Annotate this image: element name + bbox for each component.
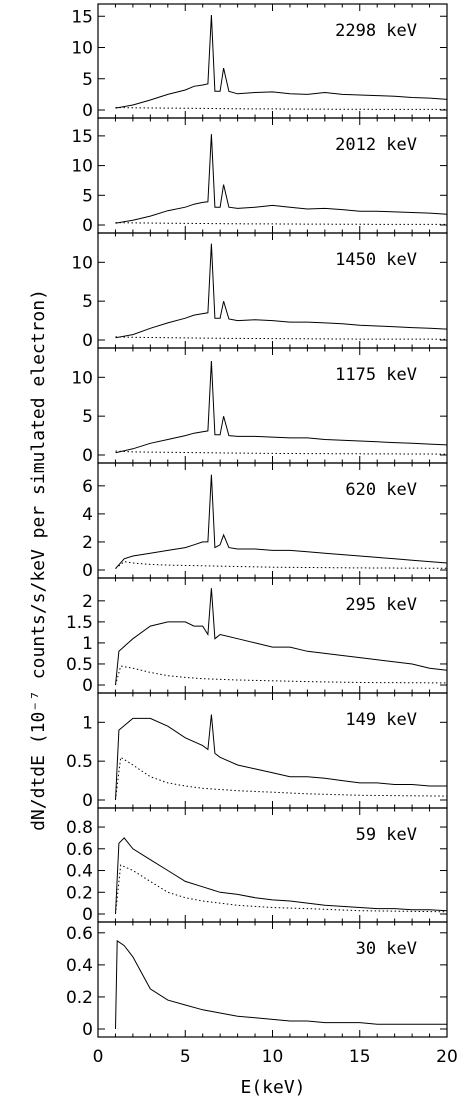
y-axis-title: dN/dtdE (10⁻⁷ counts/s/keV per simulated… <box>28 289 49 831</box>
panel-7: 00.20.40.60.8 59 keV <box>66 807 448 925</box>
panel-8: 0 0.2 0.4 0.6 30 keV <box>66 921 448 1040</box>
y-tick-label: 0.6 <box>66 924 93 944</box>
dotted-series-line <box>115 107 448 110</box>
y-tick-label: 6 <box>82 477 93 497</box>
x-tick-label: 10 <box>262 1047 284 1067</box>
y-tick-label: 5 <box>82 292 93 312</box>
x-tick-label: 0 <box>93 1047 104 1067</box>
y-tick-label: 0.4 <box>66 862 93 882</box>
x-tick-label: 20 <box>436 1047 458 1067</box>
y-tick-label: 2 <box>82 592 93 612</box>
solid-series-line <box>115 134 448 224</box>
solid-series-line <box>115 14 448 109</box>
y-tick-label: 1 <box>82 634 93 654</box>
dotted-series-line <box>115 450 448 455</box>
y-tick-label: 1.5 <box>66 613 93 633</box>
dotted-series-line <box>115 756 448 801</box>
y-tick-label: 0 <box>82 905 93 925</box>
y-tick-label: 15 <box>71 7 93 27</box>
panel-3: 0 5 10 1175 keV <box>71 347 448 466</box>
y-tick-label: 0 <box>82 331 93 351</box>
y-tick-label: 10 <box>71 157 93 177</box>
y-tick-label: 5 <box>82 70 93 90</box>
panel-energy-label: 59 keV <box>356 825 417 845</box>
panel-6: 0 0.5 1 149 keV <box>66 692 448 811</box>
panel-energy-label: 30 keV <box>356 939 417 959</box>
y-tick-label: 0 <box>82 561 93 581</box>
x-axis: 0 5 10 15 20 <box>93 1047 458 1067</box>
solid-series-line <box>115 474 448 569</box>
y-tick-label: 1 <box>82 713 93 733</box>
solid-series-line <box>115 360 448 454</box>
y-tick-label: 0.5 <box>66 752 93 772</box>
y-tick-label: 0.5 <box>66 655 93 675</box>
panel-energy-label: 295 keV <box>345 595 417 615</box>
dotted-series-line <box>115 222 448 225</box>
y-tick-label: 0.2 <box>66 988 93 1008</box>
x-tick-label: 15 <box>349 1047 371 1067</box>
y-tick-label: 5 <box>82 186 93 206</box>
solid-series-line <box>115 837 448 915</box>
dotted-series-line <box>115 864 448 915</box>
dotted-series-line <box>115 665 448 686</box>
y-tick-label: 4 <box>82 505 93 525</box>
y-tick-label: 0 <box>82 101 93 121</box>
solid-series-line <box>115 588 448 686</box>
x-axis-title: E(keV) <box>240 1077 305 1098</box>
y-tick-label: 2 <box>82 533 93 553</box>
panel-energy-label: 149 keV <box>345 710 417 730</box>
y-tick-label: 15 <box>71 127 93 147</box>
y-tick-label: 0.4 <box>66 956 93 976</box>
panel-energy-label: 1450 keV <box>335 250 417 270</box>
y-tick-label: 5 <box>82 407 93 427</box>
y-tick-label: 0 <box>82 446 93 466</box>
y-tick-label: 0 <box>82 791 93 811</box>
dotted-series-line <box>115 561 448 569</box>
y-tick-label: 0 <box>82 216 93 236</box>
y-tick-label: 10 <box>71 39 93 59</box>
solid-series-line <box>115 714 447 801</box>
y-tick-label: 10 <box>71 253 93 273</box>
y-tick-label: 10 <box>71 368 93 388</box>
y-tick-label: 0.8 <box>66 818 93 838</box>
x-tick-label: 5 <box>180 1047 191 1067</box>
panel-5: 00.511.52 295 keV <box>66 577 448 696</box>
dotted-series-line <box>115 336 448 340</box>
y-tick-label: 0.6 <box>66 840 93 860</box>
panel-0: 0 5 10 15 2298 keV <box>71 3 448 121</box>
solid-series-line <box>115 243 448 339</box>
panel-energy-label: 1175 keV <box>335 365 417 385</box>
panel-4: 0 2 4 6 620 keV <box>82 462 448 581</box>
panel-2: 0 5 10 1450 keV <box>71 232 448 351</box>
y-tick-label: 0.2 <box>66 883 93 903</box>
y-tick-label: 0 <box>82 676 93 696</box>
panel-energy-label: 620 keV <box>345 480 417 500</box>
panel-1: 0 5 10 15 2012 keV <box>71 117 448 236</box>
solid-series-line <box>115 939 447 1030</box>
y-tick-label: 0 <box>82 1020 93 1040</box>
panel-energy-label: 2012 keV <box>335 135 417 155</box>
panel-energy-label: 2298 keV <box>335 21 417 41</box>
